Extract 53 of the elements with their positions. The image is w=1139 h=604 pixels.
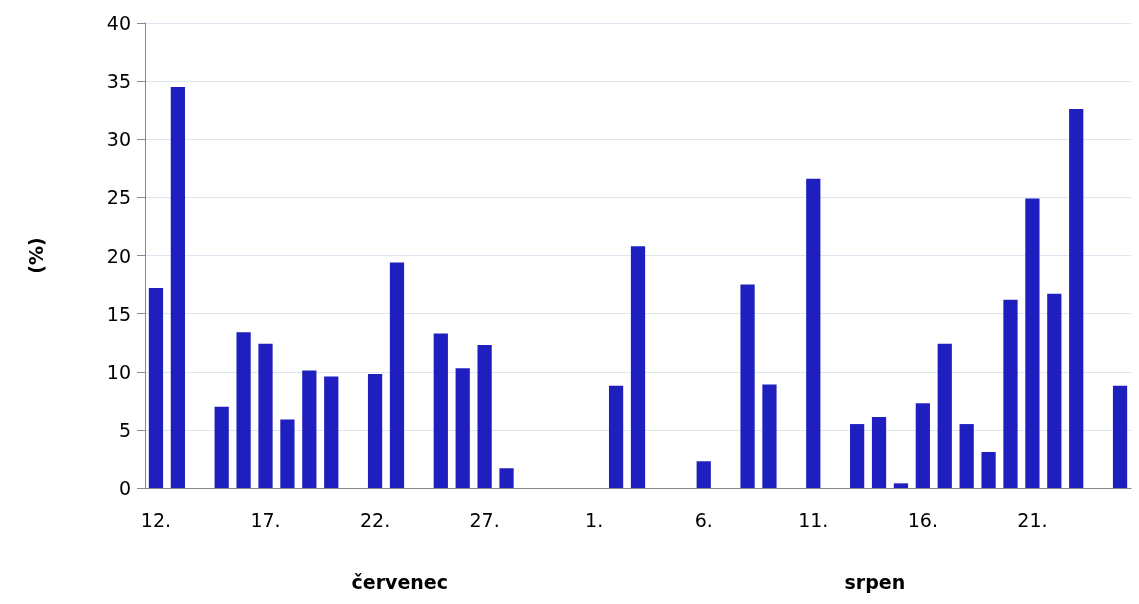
y-tick-label: 0 bbox=[118, 477, 131, 499]
y-tick-label: 10 bbox=[106, 360, 131, 383]
x-tick-label: 12. bbox=[140, 508, 172, 531]
bar bbox=[740, 284, 755, 488]
bar bbox=[258, 343, 273, 488]
y-tick-label: 5 bbox=[118, 418, 131, 441]
x-tick-label: 27. bbox=[469, 508, 500, 531]
bar bbox=[608, 385, 624, 488]
bar bbox=[1003, 299, 1018, 488]
y-tick-label: 15 bbox=[106, 302, 131, 325]
bar bbox=[1069, 109, 1084, 488]
bar bbox=[1047, 293, 1062, 488]
bar bbox=[170, 86, 185, 488]
text: červenec bbox=[351, 570, 448, 593]
bar bbox=[236, 332, 251, 488]
bar bbox=[214, 406, 229, 488]
bar bbox=[696, 461, 711, 488]
bar bbox=[324, 376, 339, 488]
bar bbox=[367, 374, 383, 488]
bar bbox=[1025, 198, 1040, 488]
bar bbox=[455, 368, 470, 488]
y-axis-title: (%) bbox=[24, 237, 47, 274]
y-tick-label: 30 bbox=[106, 128, 131, 151]
bar bbox=[499, 468, 514, 488]
bar bbox=[981, 451, 996, 488]
text: srpen bbox=[844, 570, 906, 593]
x-tick-label: 1. bbox=[585, 508, 604, 531]
bar bbox=[280, 419, 295, 488]
x-tick-label: 11. bbox=[798, 508, 829, 531]
bar bbox=[806, 178, 821, 488]
y-tick-label: 40 bbox=[106, 12, 131, 34]
bar bbox=[630, 246, 646, 488]
bar bbox=[849, 424, 865, 488]
bar bbox=[762, 384, 777, 488]
bar bbox=[915, 403, 930, 488]
y-tick-label: 20 bbox=[106, 244, 131, 267]
bar bbox=[1112, 385, 1128, 488]
bar bbox=[148, 288, 164, 488]
bar bbox=[937, 343, 952, 488]
x-tick-label: 22. bbox=[359, 508, 391, 531]
y-tick-label: 25 bbox=[106, 186, 131, 209]
bar bbox=[477, 345, 492, 488]
bar bbox=[302, 370, 317, 488]
bar bbox=[893, 483, 909, 488]
bar bbox=[871, 417, 887, 488]
x-tick-label: 16. bbox=[907, 508, 938, 531]
x-tick-label: 21. bbox=[1017, 508, 1048, 531]
x-tick-label: 6. bbox=[694, 508, 713, 531]
bar bbox=[389, 262, 405, 488]
y-tick-label: 35 bbox=[106, 70, 131, 93]
bar bbox=[959, 424, 974, 488]
bar bbox=[433, 333, 448, 488]
x-tick-label: 17. bbox=[250, 508, 281, 531]
